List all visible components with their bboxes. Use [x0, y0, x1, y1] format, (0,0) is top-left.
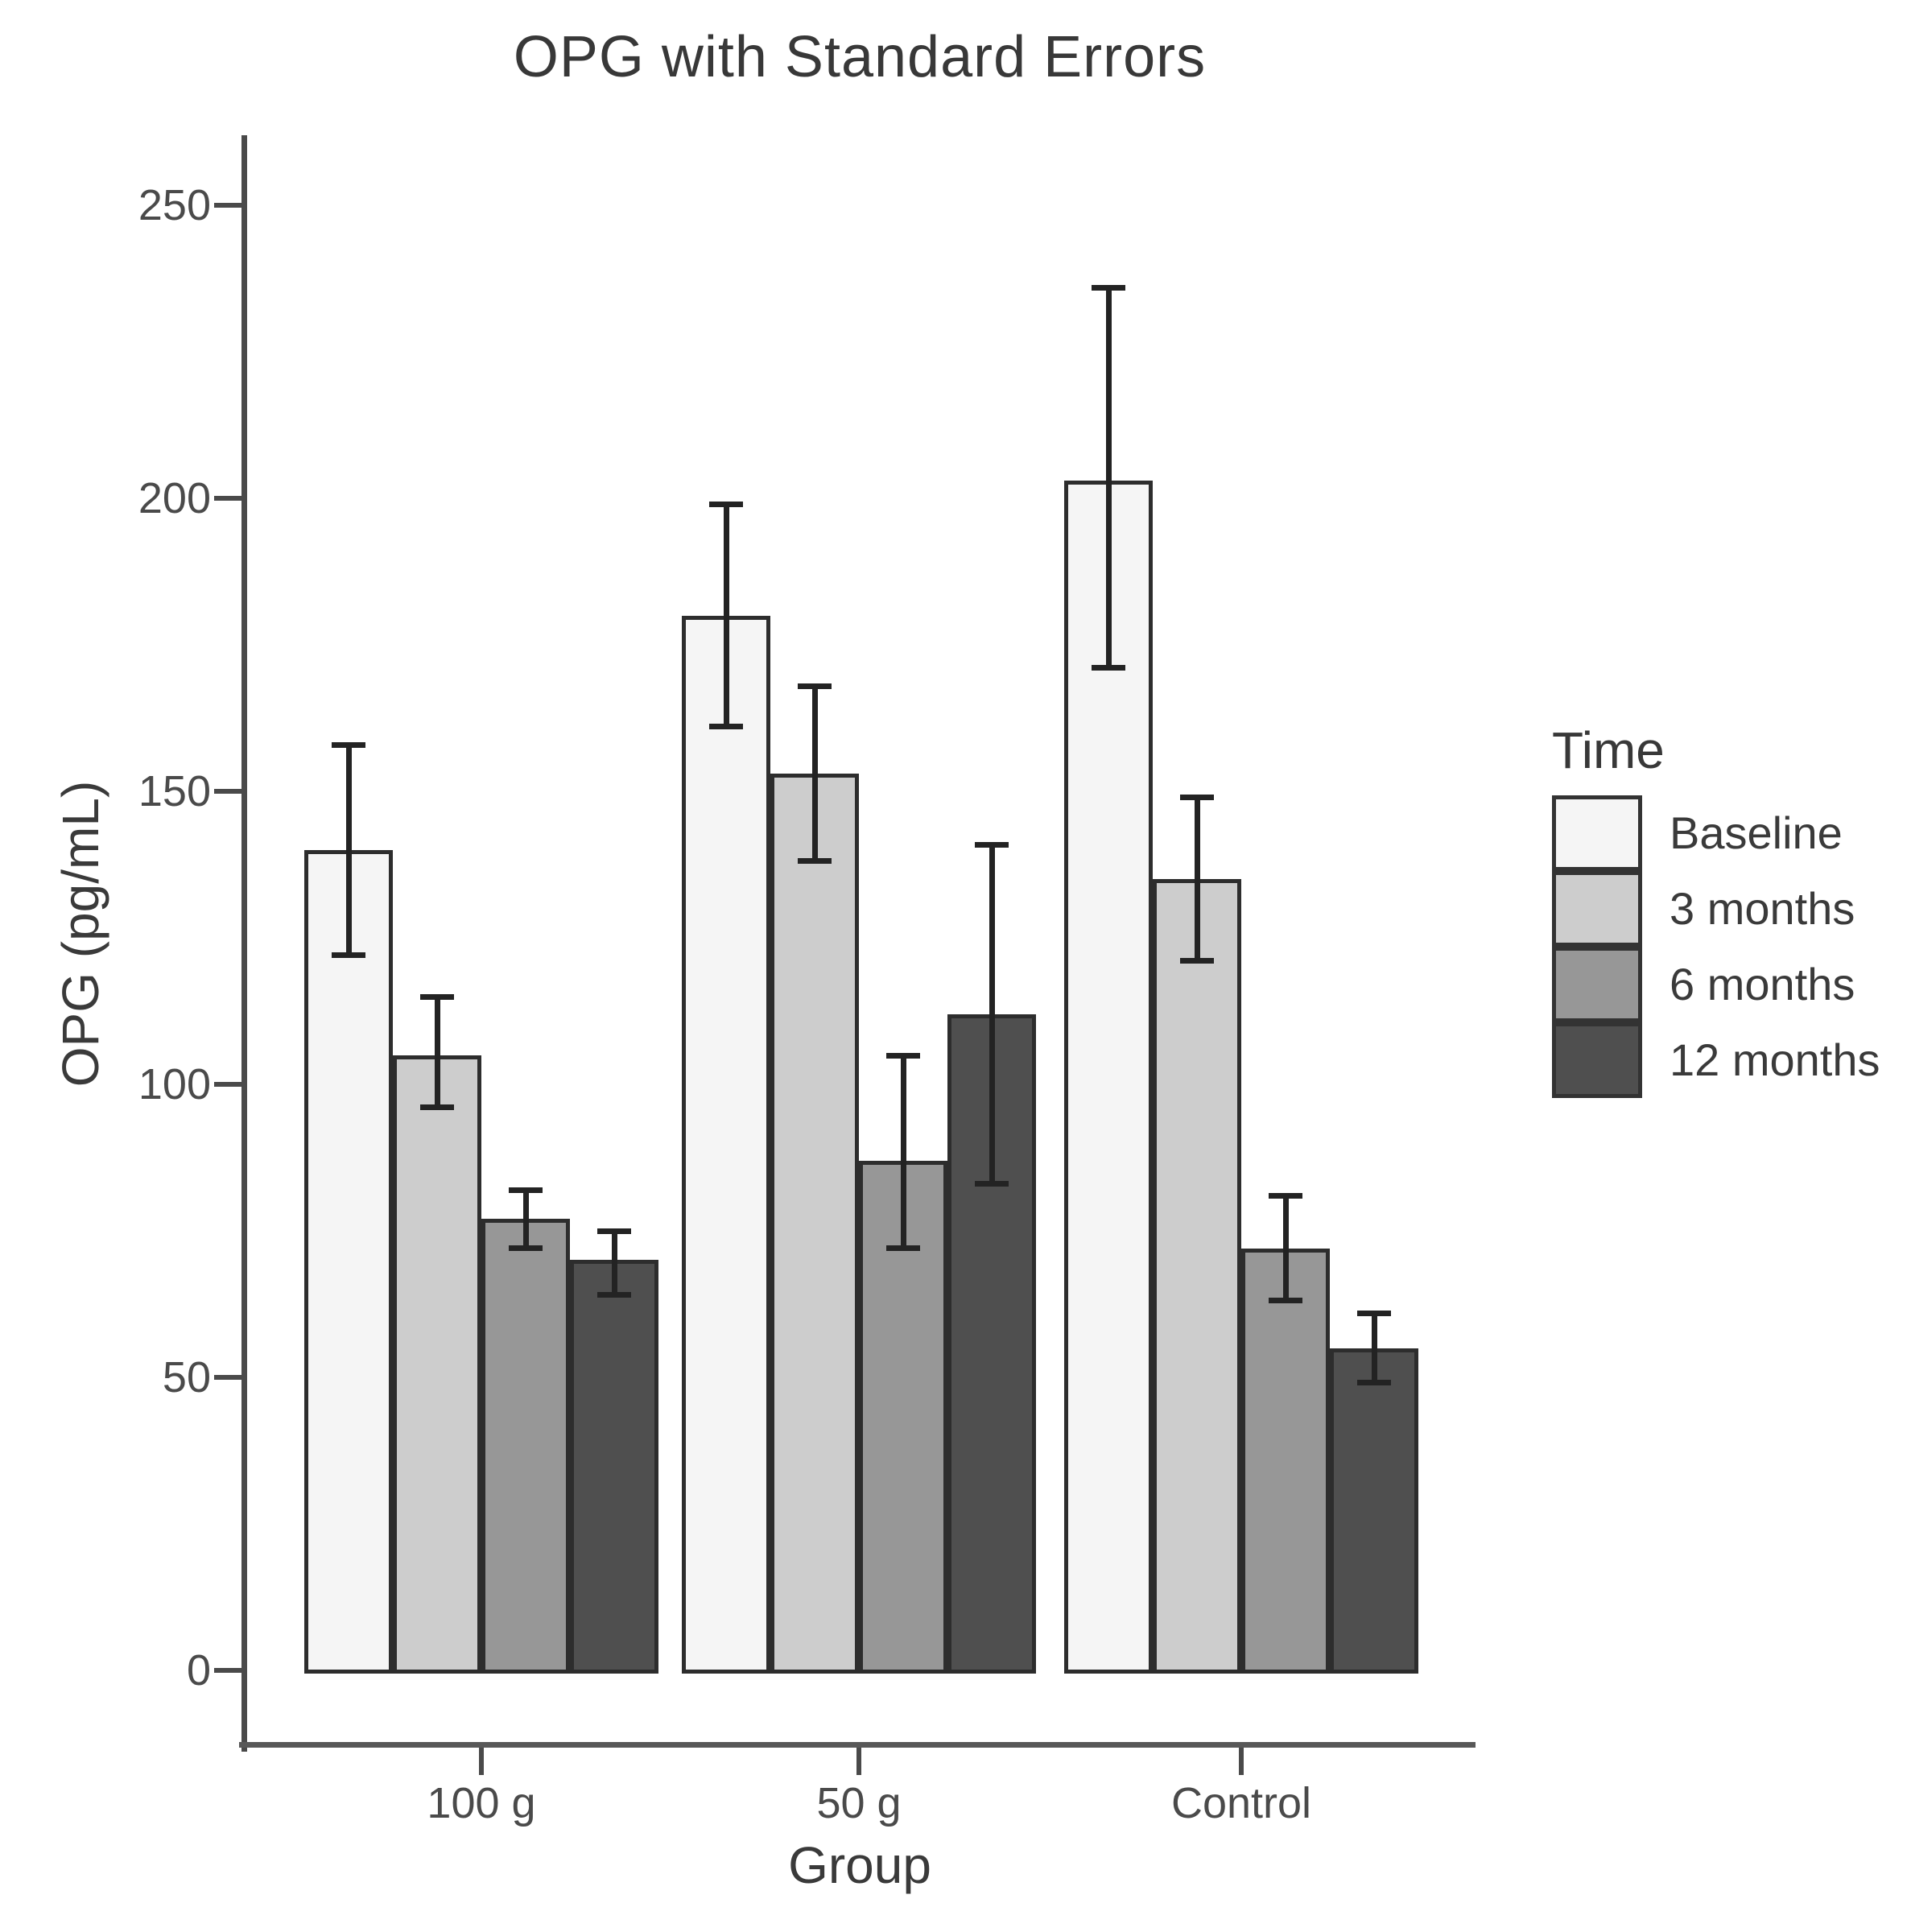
bar — [393, 1055, 481, 1674]
bar — [481, 1219, 570, 1674]
bar — [682, 616, 770, 1674]
bar — [304, 850, 393, 1674]
legend-key-swatch — [1552, 795, 1642, 871]
error-bar-cap-top — [1357, 1311, 1391, 1316]
error-bar-cap-top — [975, 842, 1009, 848]
legend-label: Baseline — [1670, 807, 1843, 858]
error-bar-cap-bottom — [709, 724, 743, 729]
x-axis-tick — [1239, 1748, 1244, 1775]
error-bar-cap-bottom — [420, 1104, 454, 1110]
error-bar-cap-top — [1180, 795, 1214, 800]
x-axis-tick-label: 50 g — [816, 1779, 902, 1827]
error-bar-line — [901, 1055, 906, 1249]
y-axis-tick-label: 150 — [138, 767, 211, 815]
error-bar-line — [724, 504, 729, 727]
legend-label: 6 months — [1670, 959, 1855, 1009]
y-axis-line — [241, 135, 247, 1752]
chart-title: OPG with Standard Errors — [513, 25, 1207, 89]
legend-label: 3 months — [1670, 883, 1855, 934]
error-bar-cap-bottom — [509, 1245, 543, 1251]
x-axis-line — [239, 1742, 1476, 1748]
error-bar-line — [989, 844, 995, 1184]
error-bar-cap-top — [886, 1053, 920, 1059]
y-axis-title: OPG (pg/mL) — [52, 780, 109, 1088]
bar — [770, 774, 859, 1674]
error-bar-line — [1372, 1313, 1377, 1383]
bar — [1153, 879, 1241, 1674]
legend-key-swatch — [1552, 871, 1642, 947]
x-axis-tick-label: 100 g — [427, 1779, 536, 1827]
error-bar-cap-bottom — [886, 1245, 920, 1251]
error-bar-cap-top — [798, 683, 832, 689]
y-axis-tick-label: 0 — [186, 1646, 211, 1695]
legend-title: Time — [1552, 721, 1665, 779]
error-bar-line — [1106, 287, 1112, 668]
legend-key-swatch — [1552, 1022, 1642, 1098]
error-bar-cap-top — [709, 502, 743, 507]
error-bar-cap-top — [1092, 285, 1125, 291]
error-bar-cap-top — [509, 1187, 543, 1193]
y-axis-tick — [214, 1082, 243, 1087]
error-bar-cap-bottom — [332, 952, 365, 958]
error-bar-line — [1283, 1195, 1289, 1301]
error-bar-cap-top — [420, 994, 454, 1000]
error-bar-line — [812, 686, 818, 861]
error-bar-line — [346, 745, 352, 956]
y-axis-tick — [214, 496, 243, 501]
bar — [570, 1260, 658, 1674]
bar — [1330, 1348, 1418, 1674]
x-axis-title: Group — [788, 1836, 931, 1894]
error-bar-cap-bottom — [1092, 665, 1125, 671]
y-axis-tick — [214, 203, 243, 208]
bar — [1241, 1249, 1330, 1674]
error-bar-cap-top — [1269, 1193, 1302, 1199]
error-bar-cap-bottom — [1269, 1298, 1302, 1303]
error-bar-cap-bottom — [597, 1292, 631, 1298]
y-axis-tick — [214, 1375, 243, 1380]
legend-label: 12 months — [1670, 1034, 1880, 1085]
x-axis-tick — [856, 1748, 861, 1775]
legend-key-swatch — [1552, 947, 1642, 1022]
bar — [1064, 481, 1153, 1674]
error-bar-line — [435, 997, 440, 1108]
error-bar-line — [1195, 797, 1200, 961]
error-bar-line — [523, 1190, 529, 1249]
y-axis-tick — [214, 1668, 243, 1673]
y-axis-tick — [214, 789, 243, 794]
error-bar-cap-top — [332, 742, 365, 748]
error-bar-cap-bottom — [1180, 958, 1214, 964]
error-bar-line — [612, 1231, 617, 1295]
error-bar-cap-bottom — [975, 1181, 1009, 1187]
error-bar-cap-top — [597, 1228, 631, 1234]
error-bar-cap-bottom — [798, 858, 832, 864]
y-axis-tick-label: 100 — [138, 1060, 211, 1108]
y-axis-tick-label: 200 — [138, 474, 211, 522]
error-bar-cap-bottom — [1357, 1380, 1391, 1385]
y-axis-tick-label: 250 — [138, 181, 211, 229]
x-axis-tick-label: Control — [1170, 1779, 1312, 1827]
y-axis-tick-label: 50 — [162, 1353, 211, 1402]
x-axis-tick — [479, 1748, 484, 1775]
